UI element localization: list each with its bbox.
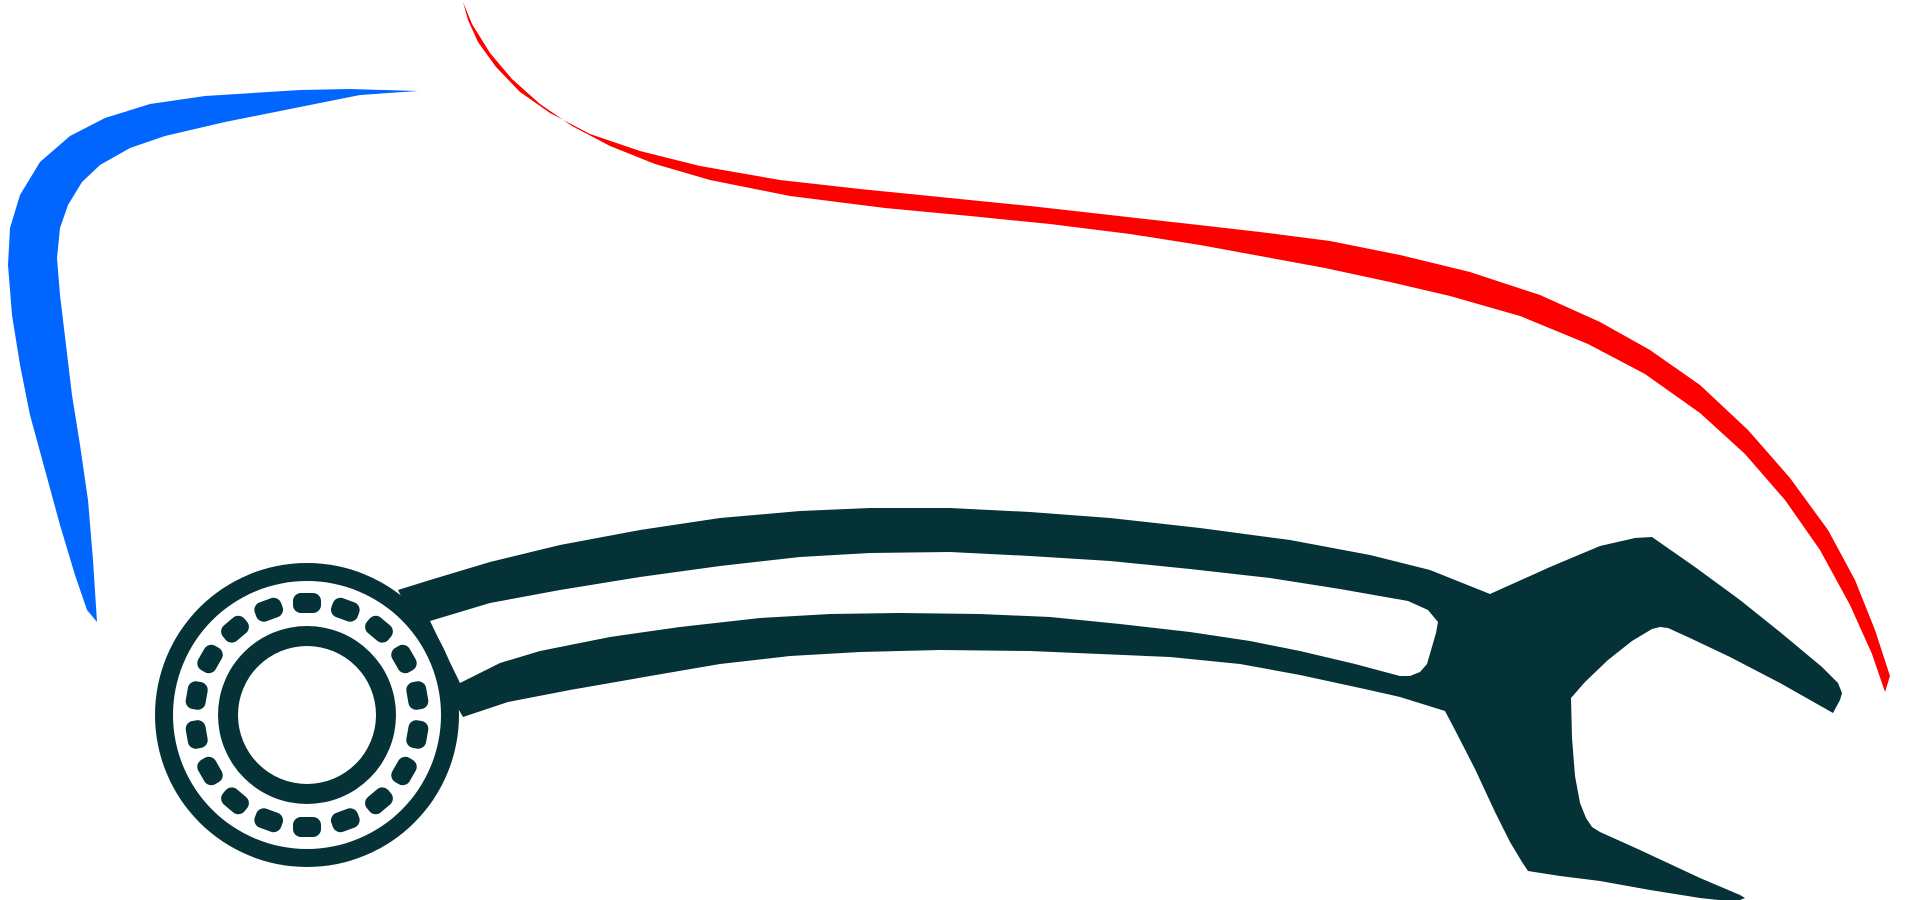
bearing-roller [197, 756, 223, 786]
bearing-roller [221, 787, 249, 815]
bearing-roller [391, 644, 417, 674]
blue-swoosh [8, 89, 418, 622]
bearing-roller [254, 808, 284, 833]
bearing-roller [330, 808, 360, 833]
bearing-roller [254, 597, 284, 622]
bearing-roller [185, 681, 208, 710]
red-swoosh [463, 2, 1890, 692]
bearing-roller [293, 817, 321, 837]
bearing [155, 563, 459, 867]
bearing-roller [330, 597, 360, 622]
bearing-roller [391, 756, 417, 786]
bearing-roller [365, 615, 393, 643]
wrench [398, 508, 1842, 900]
bearing-roller [365, 787, 393, 815]
bearing-roller [197, 644, 223, 674]
bearing-roller [406, 681, 429, 710]
bearing-roller [406, 720, 429, 749]
bearing-roller [221, 615, 249, 643]
bearing-rollers [185, 593, 429, 837]
bearing-roller [185, 720, 208, 749]
bearing-roller [293, 593, 321, 613]
